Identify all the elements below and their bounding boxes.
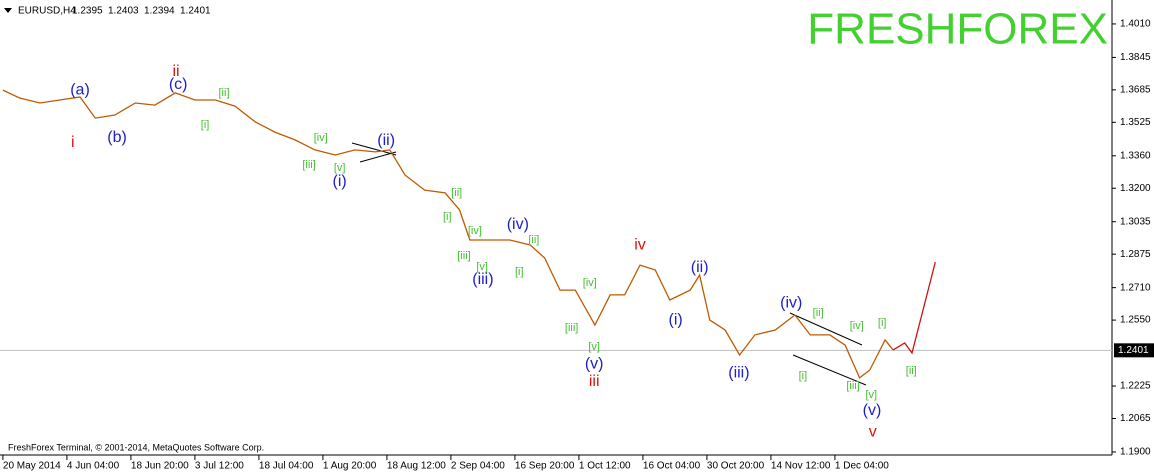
wave-label: [i] <box>799 370 808 382</box>
wave-label: [ii] <box>528 234 539 246</box>
y-tick-label: 1.2710 <box>1120 282 1151 293</box>
y-tick-label: 1.3200 <box>1120 183 1151 194</box>
wave-label: (iv) <box>780 294 802 311</box>
wave-label: [i] <box>201 119 210 131</box>
wave-label: (v) <box>585 355 604 372</box>
x-tick-label: 4 Jun 04:00 <box>67 461 120 472</box>
wave-label: ii <box>172 63 179 80</box>
wave-label: (ii) <box>691 259 709 276</box>
y-tick-label: 1.3360 <box>1120 150 1151 161</box>
x-tick-label: 18 Jul 04:00 <box>259 461 314 472</box>
wave-label: v <box>869 423 877 440</box>
symbol: EURUSD,H4 <box>18 6 76 17</box>
wave-label: i <box>71 134 75 151</box>
ohlc-value: 1.2395 <box>72 6 103 17</box>
x-tick-label: 16 Sep 20:00 <box>515 461 575 472</box>
x-tick-label: 18 Jun 20:00 <box>131 461 189 472</box>
wave-label: (v) <box>863 402 882 419</box>
x-tick-label: 1 Aug 20:00 <box>323 461 377 472</box>
y-tick-label: 1.3035 <box>1120 216 1151 227</box>
y-tick-label: 1.4010 <box>1120 19 1151 30</box>
wave-label: [ii] <box>219 87 230 99</box>
wave-label: [ii] <box>906 365 917 377</box>
y-tick-label: 1.3525 <box>1120 117 1151 128</box>
wave-label: [iii] <box>302 159 315 171</box>
x-tick-label: 2 Sep 04:00 <box>451 461 505 472</box>
y-tick-label: 1.3685 <box>1120 85 1151 96</box>
y-tick-label: 1.2225 <box>1120 381 1151 392</box>
wave-label: [iv] <box>314 132 328 144</box>
price-line <box>2 89 894 379</box>
wave-label: [ii] <box>451 187 462 199</box>
price-line <box>892 261 936 355</box>
ohlc-value: 1.2394 <box>144 6 175 17</box>
wave-label: [iv] <box>468 225 482 237</box>
wave-label: iii <box>589 373 600 390</box>
last-price-label: 1.2401 <box>1118 345 1149 356</box>
wave-label: [iv] <box>850 320 864 332</box>
wave-label: [i] <box>878 317 887 329</box>
x-tick-label: 16 Oct 04:00 <box>643 461 701 472</box>
wave-label: [i] <box>515 266 524 278</box>
wave-label: (ii) <box>377 132 395 149</box>
copyright: FreshForex Terminal, © 2001-2014, MetaQu… <box>8 442 264 452</box>
ohlc-value: 1.2401 <box>180 6 211 17</box>
wave-label: (iv) <box>507 216 529 233</box>
wave-label: [iv] <box>583 277 597 289</box>
wave-label: iv <box>634 236 646 253</box>
wave-label: [ii] <box>813 307 824 319</box>
wave-label: [v] <box>865 389 877 401</box>
wave-label: (iii) <box>728 364 749 381</box>
x-tick-label: 18 Aug 12:00 <box>387 461 446 472</box>
y-tick-label: 1.2875 <box>1120 249 1151 260</box>
y-tick-label: 1.2065 <box>1120 413 1151 424</box>
channel-lines <box>351 142 867 386</box>
x-tick-label: 30 Oct 20:00 <box>707 461 765 472</box>
x-tick-label: 1 Dec 04:00 <box>835 461 889 472</box>
wave-label: (b) <box>107 129 127 146</box>
x-tick-label: 1 Oct 12:00 <box>579 461 631 472</box>
wave-label: (iii) <box>472 271 493 288</box>
wave-label: (c) <box>169 76 188 93</box>
ohlc-value: 1.2403 <box>108 6 139 17</box>
wave-label: [v] <box>588 341 600 353</box>
wave-label: [iii] <box>565 322 578 334</box>
wave-label: [iii] <box>457 250 470 262</box>
last-price-box <box>1114 343 1154 358</box>
wave-label: [iii] <box>846 380 859 392</box>
wave-label: [v] <box>476 261 488 273</box>
watermark: FRESHFOREX <box>807 5 1108 54</box>
x-tick-label: 20 May 2014 <box>3 461 61 472</box>
wave-label: (a) <box>70 81 90 98</box>
y-tick-label: 1.1900 <box>1120 447 1151 458</box>
x-tick-label: 3 Jul 12:00 <box>195 461 244 472</box>
x-tick-label: 14 Nov 12:00 <box>771 461 831 472</box>
wave-label: (i) <box>333 173 347 190</box>
menu-icon[interactable] <box>4 8 12 13</box>
wave-label: [i] <box>443 211 452 223</box>
wave-label: (i) <box>669 311 683 328</box>
y-tick-label: 1.3845 <box>1120 52 1151 63</box>
y-tick-label: 1.2550 <box>1120 315 1151 326</box>
wave-label: [v] <box>334 162 346 174</box>
